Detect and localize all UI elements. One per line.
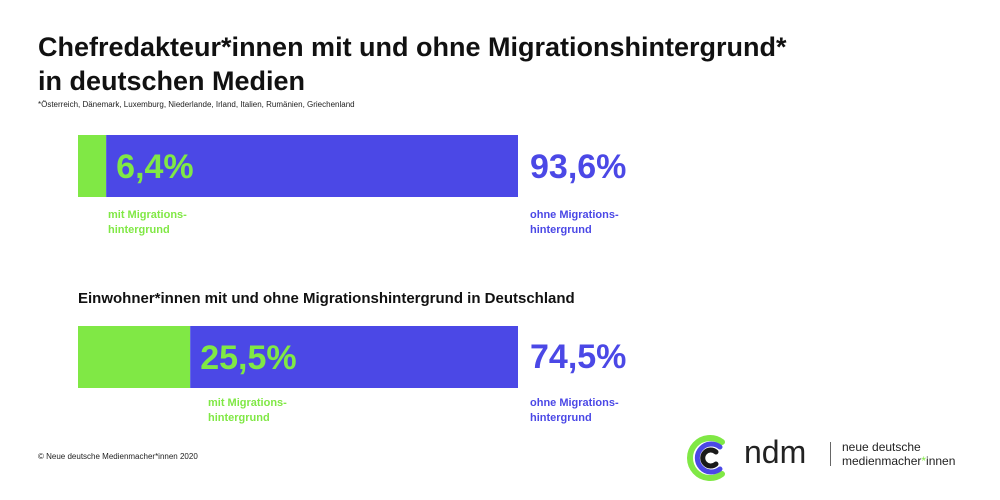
category-label-mit-1: mit Migrations- hintergrund <box>108 209 187 236</box>
value-label-ohne-1: 93,6% <box>530 148 627 186</box>
value-label-mit: 25,5% <box>200 339 296 377</box>
value-label-ohne-2: 74,5% <box>530 338 627 376</box>
bar-segment-ohne <box>190 326 518 388</box>
footnote: *Österreich, Dänemark, Luxemburg, Nieder… <box>38 100 355 109</box>
bar-chart-1-svg: 6,4% <box>78 135 518 197</box>
value-label-mit: 6,4% <box>116 148 194 186</box>
chart-2-title: Einwohner*innen mit und ohne Migrationsh… <box>78 290 575 307</box>
copyright: © Neue deutsche Medienmacher*innen 2020 <box>38 452 198 461</box>
bar-chart-chefredakteure: 6,4% <box>78 135 518 197</box>
bar-segment-ohne <box>106 135 518 197</box>
category-label-ohne-2: ohne Migrations- hintergrund <box>530 397 619 424</box>
title-line-2: in deutschen Medien <box>38 66 306 96</box>
logo-wordmark: ndm <box>744 434 807 470</box>
ndm-logo: ndm neue deutsche medienmacher*innen <box>680 428 980 488</box>
logo-divider <box>830 442 831 466</box>
bar-chart-einwohner: 25,5% <box>78 326 518 388</box>
category-label-mit-2: mit Migrations- hintergrund <box>208 397 287 424</box>
bar-chart-2-svg: 25,5% <box>78 326 518 388</box>
bar-segment-mit <box>78 135 107 197</box>
ndm-logo-icon <box>687 435 725 481</box>
logo-tagline: neue deutsche medienmacher*innen <box>842 440 956 468</box>
category-label-ohne-1: ohne Migrations- hintergrund <box>530 209 619 236</box>
chart-title: Chefredakteur*innen mit und ohne Migrati… <box>38 30 787 98</box>
title-line-1: Chefredakteur*innen mit und ohne Migrati… <box>38 32 787 62</box>
bar-segment-mit <box>78 326 191 388</box>
